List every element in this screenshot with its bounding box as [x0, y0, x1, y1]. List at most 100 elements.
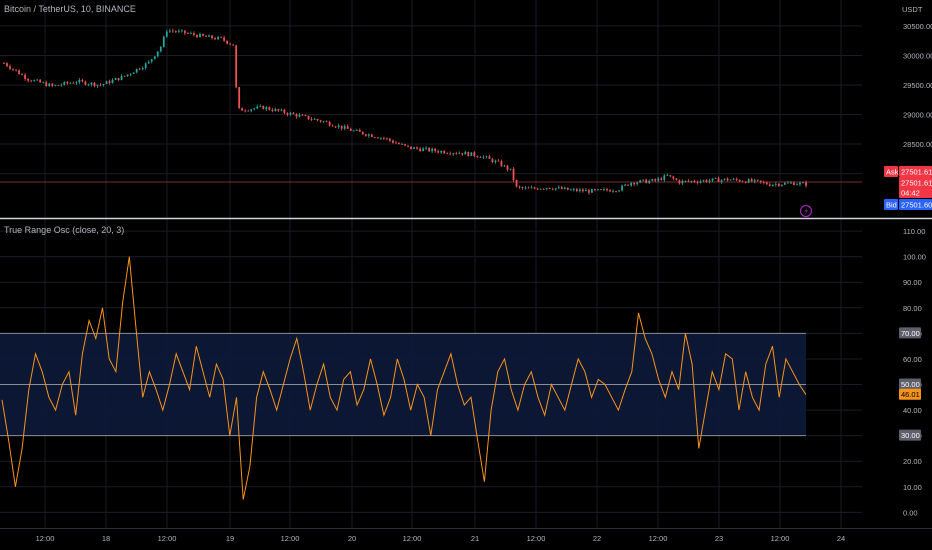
time-tick-label: 12:00 [158, 534, 177, 543]
candle-body [238, 87, 241, 109]
candle-body [292, 112, 295, 115]
candle-body [156, 51, 159, 57]
candle-body [274, 109, 277, 111]
price-tick-label: 29500.00 [903, 81, 932, 90]
time-tick-label: 12:00 [281, 534, 300, 543]
candle-body [171, 30, 174, 32]
candle-body [515, 179, 518, 187]
candle-body [566, 187, 569, 190]
candle-body [398, 143, 400, 145]
candle-body [545, 187, 548, 189]
lightning-icon[interactable] [799, 204, 813, 218]
candle-body [666, 175, 669, 177]
candle-body [259, 105, 262, 107]
candle-body [503, 165, 506, 167]
level-badge: 50.00 [901, 380, 920, 389]
candle-body [93, 82, 96, 87]
candle-body [669, 175, 672, 177]
candle-body [491, 158, 494, 163]
candle-body [36, 79, 39, 81]
candle-body [286, 113, 289, 115]
candle-body [220, 36, 222, 38]
candle-body [18, 70, 20, 75]
candle-body [199, 33, 201, 38]
candle-body [81, 79, 84, 82]
candle-body [790, 182, 792, 184]
candle-body [572, 189, 575, 190]
candle-body [174, 31, 177, 32]
level-badge-bg [899, 327, 921, 339]
candle-body [379, 137, 382, 139]
candle-body [488, 156, 491, 159]
ask-label: Ask [886, 168, 899, 177]
time-axis[interactable]: 12:00 18 12:00 19 12:00 20 12:00 21 12:00 22 12:00… [36, 534, 846, 543]
time-tick-label: 24 [837, 534, 845, 543]
oscillator-line [1, 256, 807, 500]
candle-body [750, 179, 753, 182]
candle-body [627, 184, 630, 186]
candle-body [386, 138, 388, 140]
candle-body [202, 33, 204, 36]
candle-body [358, 129, 361, 132]
candle-body [51, 83, 54, 86]
candle-body [340, 125, 343, 129]
candle-body [205, 35, 207, 37]
candle-body [235, 45, 238, 88]
candle-body [624, 184, 626, 186]
oscillator-tick-label: 60.00 [903, 355, 922, 364]
candle-body [732, 178, 735, 180]
oscillator-axis[interactable]: 110.00 100.00 90.00 80.00 70.00 60.00 50.00 40.… [903, 227, 926, 517]
candle-body [464, 151, 467, 155]
candle-body [313, 119, 316, 120]
candle-body [452, 153, 455, 155]
candle-body [48, 83, 51, 87]
candle-body [609, 190, 611, 192]
candle-body [407, 145, 409, 147]
candle-body [9, 66, 11, 69]
candle-body [126, 74, 129, 77]
oscillator-tick-label: 40.00 [903, 406, 922, 415]
price-tick-label: 28500.00 [903, 140, 932, 149]
candle-body [277, 109, 280, 111]
candle-body [440, 150, 443, 153]
candle-body [63, 81, 66, 85]
candle-body [717, 178, 720, 182]
candle-body [265, 107, 268, 110]
oscillator-current-value-bg [899, 388, 921, 400]
candle-body [777, 183, 780, 186]
candle-body [187, 33, 189, 35]
candle-body [346, 126, 349, 129]
time-tick-label: 12:00 [527, 534, 546, 543]
candle-body [33, 80, 36, 82]
candle-body [636, 182, 639, 185]
last-price: 27501.61 [901, 179, 932, 188]
candle-body [150, 59, 153, 62]
candle-body [69, 82, 72, 84]
candle-body [509, 168, 512, 170]
candle-body [554, 188, 557, 190]
candle-body [177, 30, 180, 32]
candle-body [799, 182, 801, 185]
candle-body [241, 108, 244, 111]
candle-body [675, 178, 678, 181]
candle-body [473, 152, 476, 157]
candle-body [805, 182, 807, 186]
candle-body [298, 114, 301, 117]
candle-body [575, 189, 578, 192]
candle-body [15, 69, 17, 71]
price-axis[interactable]: 30500.00 30000.00 29500.00 29000.00 28500.00… [903, 22, 932, 179]
time-tick-label: 20 [348, 534, 356, 543]
candle-body [376, 137, 379, 139]
candle-body [256, 106, 259, 109]
candle-body [780, 184, 783, 186]
candle-body [633, 182, 636, 185]
time-tick-label: 23 [715, 534, 723, 543]
candle-body [310, 119, 313, 120]
price-candles [3, 28, 807, 195]
candle-body [316, 119, 319, 121]
candle-body [223, 37, 225, 41]
oscillator-tick-label: 110.00 [903, 227, 925, 236]
candle-body [618, 190, 620, 192]
